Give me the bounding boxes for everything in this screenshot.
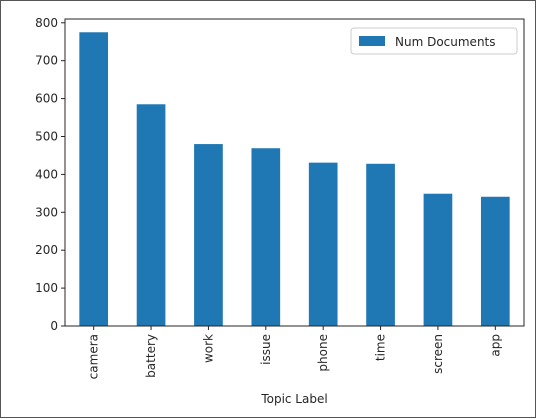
- bars-group: [79, 32, 510, 327]
- x-tick-label: battery: [144, 334, 158, 378]
- x-tick-label: work: [201, 334, 215, 363]
- x-axis-ticks: camera battery work issue phone time screen app: [87, 326, 502, 379]
- y-axis-ticks: 0 100 200 300 400 500 600 700 800: [35, 16, 65, 333]
- y-tick-label: 200: [35, 243, 58, 257]
- bar-time: [366, 163, 395, 326]
- y-tick-label: 0: [50, 319, 58, 333]
- x-tick-label: issue: [259, 334, 273, 365]
- bar-camera: [79, 32, 109, 326]
- y-tick-label: 100: [35, 281, 58, 295]
- legend-label: Num Documents: [395, 35, 496, 49]
- bar-issue: [251, 148, 281, 326]
- y-tick-label: 700: [35, 54, 58, 68]
- bar-app: [480, 196, 510, 326]
- y-tick-label: 500: [35, 129, 58, 143]
- x-axis-label: Topic Label: [260, 392, 327, 406]
- y-tick-label: 600: [35, 92, 58, 106]
- plot-area-border: [64, 18, 525, 327]
- y-tick-label: 300: [35, 205, 58, 219]
- x-tick-label: camera: [87, 334, 101, 379]
- bar-phone: [308, 162, 338, 326]
- x-tick-label: screen: [431, 334, 445, 374]
- x-tick-label: phone: [316, 334, 330, 372]
- y-tick-label: 400: [35, 167, 58, 181]
- legend: Num Documents: [350, 27, 518, 55]
- legend-box: [350, 27, 518, 55]
- x-tick-label: time: [374, 334, 388, 361]
- y-tick-label: 800: [35, 16, 58, 30]
- bar-screen: [423, 193, 453, 326]
- x-tick-label: app: [488, 334, 502, 357]
- bar-work: [194, 144, 223, 326]
- bar-battery: [136, 104, 166, 327]
- legend-swatch: [359, 36, 385, 46]
